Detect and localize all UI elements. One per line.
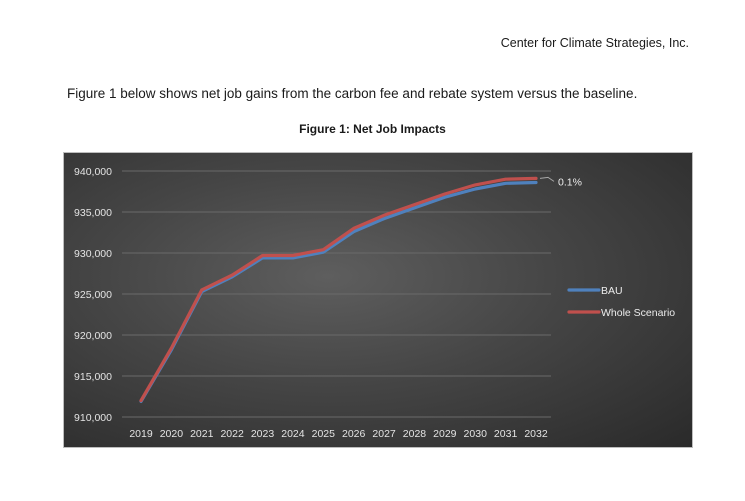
gridlines [122,170,551,418]
x-tick-label: 2029 [433,428,457,440]
x-tick-label: 2030 [464,428,488,440]
y-tick-label: 930,000 [74,248,112,260]
series-line-whole-scenario [139,176,538,403]
y-tick-label: 925,000 [74,289,112,301]
x-tick-label: 2021 [190,428,214,440]
annotation-label: 0.1% [558,176,582,188]
y-tick-label: 915,000 [74,371,112,383]
organization-header: Center for Climate Strategies, Inc. [500,36,689,50]
annotations: 0.1% [539,176,582,188]
series-lines [139,176,538,403]
line-chart: 910,000 915,000 920,000 925,000 930,000 935,0… [74,166,675,440]
x-axis-ticks: 2019 2020 2021 2022 2023 2024 2025 2026 2027 2028… [129,428,548,440]
x-tick-label: 2024 [281,428,305,440]
x-tick-label: 2022 [220,428,244,440]
y-tick-label: 920,000 [74,330,112,342]
x-tick-label: 2025 [312,428,336,440]
y-tick-label: 935,000 [74,207,112,219]
chart-area: 910,000 915,000 920,000 925,000 930,000 935,0… [63,152,693,448]
x-tick-label: 2020 [160,428,184,440]
figure-title: Figure 1: Net Job Impacts [299,122,446,136]
x-tick-label: 2031 [494,428,518,440]
intro-paragraph: Figure 1 below shows net job gains from … [67,86,638,101]
x-tick-label: 2026 [342,428,366,440]
x-tick-label: 2027 [372,428,396,440]
legend-label: BAU [601,285,623,297]
x-tick-label: 2023 [251,428,275,440]
y-axis-ticks: 910,000 915,000 920,000 925,000 930,000 935,0… [74,166,112,424]
legend-label: Whole Scenario [601,307,675,319]
x-tick-label: 2028 [403,428,427,440]
legend: BAU Whole Scenario [567,285,675,319]
x-tick-label: 2032 [524,428,548,440]
y-tick-label: 910,000 [74,412,112,424]
y-tick-label: 940,000 [74,166,112,178]
annotation-leader [539,176,555,182]
x-tick-label: 2019 [129,428,153,440]
